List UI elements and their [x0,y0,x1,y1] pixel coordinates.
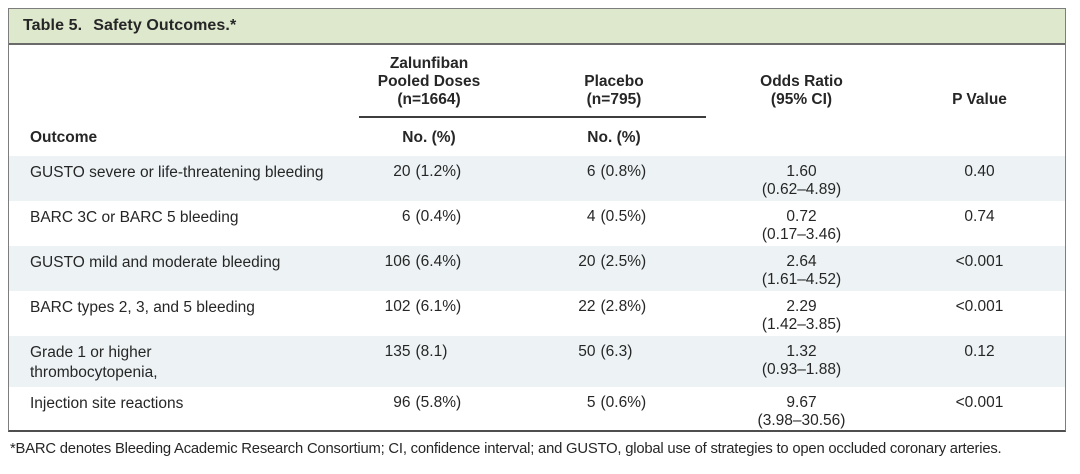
odds-ratio-cell: 1.60 (0.62–4.89) [709,156,894,201]
odds-ratio-value: 0.72 [786,208,817,225]
outcome-cell: BARC types 2, 3, and 5 bleeding [30,299,255,316]
p-value-cell: 0.74 [964,208,995,225]
outcome-cell: Injection site reactions [30,395,184,412]
zalunfiban-value-cell: 135 (8.1) [339,336,519,387]
subheader-empty-p-value [894,118,1065,156]
table-row: GUSTO severe or life-threatening bleedin… [9,156,1065,201]
table-header: Zalunfiban Pooled Doses (n=1664) Placebo… [9,45,1065,156]
odds-ratio-value: 1.60 [786,163,817,180]
odds-ratio-header-line1: Odds Ratio [760,73,843,90]
group-header-rule [359,116,706,118]
zalunfiban-count: 6 [401,208,411,225]
odds-ratio-value: 2.64 [786,253,817,270]
odds-ratio-cell: 0.72 (0.17–3.46) [709,201,894,246]
odds-ratio-cell: 9.67 (3.98–30.56) [709,387,894,430]
col-header-p-value: P Value [894,91,1065,116]
table-title-bar: Table 5. Safety Outcomes.* [9,9,1065,45]
zalunfiban-percent: (8.1) [415,343,448,360]
placebo-percent: (2.8%) [600,298,647,315]
col-header-odds-ratio: Odds Ratio (95% CI) [709,73,894,116]
col-header-placebo: Placebo (n=795) [519,73,709,116]
zalunfiban-count: 20 [393,163,411,180]
table-row: BARC types 2, 3, and 5 bleeding 102 (6.1… [9,291,1065,336]
table-footnote: *BARC denotes Bleeding Academic Research… [10,441,1002,457]
placebo-percent: (0.5%) [600,208,647,225]
odds-ratio-value: 2.29 [786,298,817,315]
zalunfiban-percent: (6.4%) [415,253,462,270]
placebo-count: 50 [578,343,596,360]
placebo-header-line2: (n=795) [586,91,642,108]
subheader-no-pct-zalunfiban: No. (%) [402,129,456,146]
placebo-count: 4 [586,208,596,225]
odds-ratio-cell: 2.29 (1.42–3.85) [709,291,894,336]
subheader-no-pct-placebo: No. (%) [587,129,641,146]
p-value-cell: <0.001 [955,394,1004,411]
p-value-cell: <0.001 [955,298,1004,315]
placebo-value-cell: 5 (0.6%) [519,387,709,430]
p-value-header-label: P Value [952,91,1007,108]
table-row: GUSTO mild and moderate bleeding 106 (6.… [9,246,1065,291]
p-value-cell: 0.12 [964,343,995,360]
col-header-outcome: Outcome [30,129,98,146]
zalunfiban-percent: (6.1%) [415,298,462,315]
zalunfiban-percent: (5.8%) [415,394,462,411]
zalunfiban-count: 96 [393,394,411,411]
odds-ratio-ci: (0.93–1.88) [761,361,842,378]
zalunfiban-value-cell: 96 (5.8%) [339,387,519,430]
table-body: GUSTO severe or life-threatening bleedin… [9,156,1065,430]
zalunfiban-count: 135 [384,343,411,360]
zalunfiban-header-line1: Zalunfiban [389,55,469,72]
placebo-header-line1: Placebo [584,73,644,90]
placebo-count: 6 [586,163,596,180]
zalunfiban-count: 102 [384,298,411,315]
zalunfiban-count: 106 [384,253,411,270]
zalunfiban-percent: (1.2%) [415,163,462,180]
odds-ratio-cell: 2.64 (1.61–4.52) [709,246,894,291]
safety-outcomes-table: Table 5. Safety Outcomes.* Zalunfiban Poo… [8,8,1066,432]
outcome-cell: BARC 3C or BARC 5 bleeding [30,209,239,226]
odds-ratio-cell: 1.32 (0.93–1.88) [709,336,894,387]
zalunfiban-header-line2: Pooled Doses [377,73,481,90]
placebo-percent: (0.6%) [600,394,647,411]
header-spacer [9,109,339,116]
outcome-cell: GUSTO mild and moderate bleeding [30,254,281,271]
odds-ratio-value: 9.67 [786,394,817,411]
placebo-percent: (6.3) [600,343,633,360]
placebo-value-cell: 20 (2.5%) [519,246,709,291]
odds-ratio-ci: (0.17–3.46) [761,226,842,243]
placebo-value-cell: 4 (0.5%) [519,201,709,246]
zalunfiban-percent: (0.4%) [415,208,462,225]
odds-ratio-ci: (1.42–3.85) [761,316,842,333]
placebo-value-cell: 50 (6.3) [519,336,709,387]
placebo-count: 20 [578,253,596,270]
table-row: Injection site reactions 96 (5.8%) 5 (0.… [9,387,1065,430]
placebo-value-cell: 6 (0.8%) [519,156,709,201]
table-title: Safety Outcomes.* [93,17,237,34]
outcome-cell: Grade 1 or higher thrombocytopenia, [30,344,158,381]
subheader-empty-odds-ratio [709,118,894,156]
zalunfiban-value-cell: 20 (1.2%) [339,156,519,201]
zalunfiban-header-line3: (n=1664) [397,91,461,108]
odds-ratio-ci: (1.61–4.52) [761,271,842,288]
placebo-count: 5 [586,394,596,411]
col-header-zalunfiban: Zalunfiban Pooled Doses (n=1664) [339,55,519,116]
odds-ratio-value: 1.32 [786,343,817,360]
placebo-value-cell: 22 (2.8%) [519,291,709,336]
p-value-cell: <0.001 [955,253,1004,270]
placebo-count: 22 [578,298,596,315]
p-value-cell: 0.40 [964,163,995,180]
placebo-percent: (0.8%) [600,163,647,180]
placebo-percent: (2.5%) [600,253,647,270]
odds-ratio-ci: (3.98–30.56) [757,412,846,429]
table-row: BARC 3C or BARC 5 bleeding 6 (0.4%) 4 (0… [9,201,1065,246]
odds-ratio-ci: (0.62–4.89) [761,181,842,198]
zalunfiban-value-cell: 106 (6.4%) [339,246,519,291]
zalunfiban-value-cell: 6 (0.4%) [339,201,519,246]
odds-ratio-header-line2: (95% CI) [770,91,833,108]
table-number: Table 5. [23,17,83,34]
table-row: Grade 1 or higher thrombocytopenia, 135 … [9,336,1065,387]
zalunfiban-value-cell: 102 (6.1%) [339,291,519,336]
outcome-cell: GUSTO severe or life-threatening bleedin… [30,164,324,181]
